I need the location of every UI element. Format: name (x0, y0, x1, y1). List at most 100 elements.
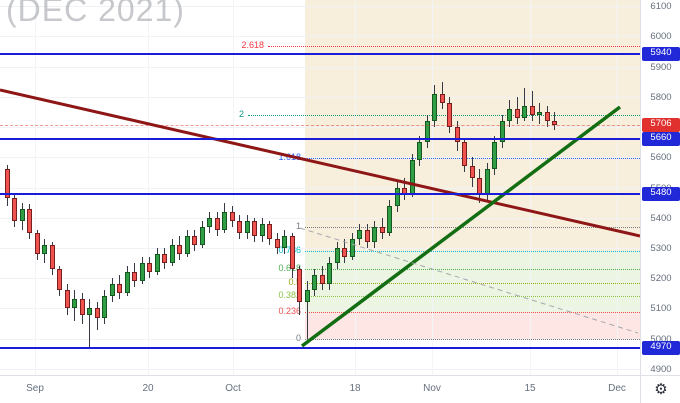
v-gridline (35, 0, 36, 375)
candle-body (102, 296, 107, 318)
settings-gear-icon[interactable]: ⚙ (654, 381, 668, 398)
fib-level-label: 0.5 (288, 276, 301, 287)
fib-level-label: 2 (238, 108, 244, 119)
candle-body (230, 211, 235, 221)
candle-body (20, 208, 25, 221)
price-axis-label: 5300 (650, 242, 672, 254)
candle-body (305, 290, 310, 303)
h-gridline (0, 66, 640, 68)
time-axis-label: Nov (423, 383, 441, 394)
candle-body (162, 254, 167, 264)
candle-body (117, 284, 122, 294)
v-gridline (530, 0, 531, 375)
candle-body (140, 263, 145, 282)
fib-level-label: 0.618 (245, 263, 301, 273)
candle-body (42, 244, 47, 255)
candle-body (530, 105, 535, 115)
candle-body (95, 308, 100, 318)
horizontal-price-line[interactable] (0, 138, 640, 141)
candle-body (35, 232, 40, 255)
fib-level-label: 0 (295, 332, 301, 343)
candle-body (537, 111, 542, 115)
price-axis-label: 5200 (650, 273, 672, 285)
candle-body (215, 217, 220, 230)
candle-body (27, 208, 32, 233)
candle-body (110, 284, 115, 297)
horizontal-price-line[interactable] (0, 192, 640, 195)
h-gridline (0, 247, 640, 249)
fib-level-line[interactable] (305, 338, 640, 340)
price-badge: 4970 (642, 340, 680, 355)
price-axis-label: 5800 (650, 91, 672, 103)
fib-level-line[interactable] (248, 114, 640, 116)
fib-level-label: 0.382 (278, 290, 301, 301)
price-axis-label: 5900 (650, 61, 672, 73)
horizontal-price-line[interactable] (0, 346, 640, 349)
time-axis-label: 20 (142, 383, 154, 394)
candle-body (312, 275, 317, 291)
v-gridline (432, 0, 433, 375)
v-gridline (233, 0, 234, 375)
candle-body (410, 160, 415, 194)
candle-body (252, 220, 257, 236)
candle-body (522, 105, 527, 118)
fib-level-label: 0.236 (278, 306, 301, 317)
candle-body (57, 269, 62, 291)
candle-body (155, 254, 160, 273)
price-axis[interactable]: 6100600059005800570056005500540053005200… (640, 0, 680, 375)
fib-level-line[interactable] (305, 226, 640, 228)
price-axis-label: 6100 (650, 1, 672, 13)
candle-body (222, 211, 227, 230)
watermark-title: (DEC 2021) (6, 0, 185, 28)
candle-body (327, 263, 332, 285)
fib-level-line[interactable] (305, 312, 640, 314)
candle-body (192, 235, 197, 245)
h-gridline (0, 6, 640, 8)
time-axis-label: 18 (349, 383, 361, 394)
candle-body (350, 238, 355, 258)
price-badge: 5480 (642, 186, 680, 201)
candle-body (372, 226, 377, 242)
fib-level-label: 1.618 (278, 151, 301, 162)
price-axis-label: 5000 (650, 333, 672, 345)
price-axis-label: 6000 (650, 31, 672, 43)
candle-body (290, 235, 295, 270)
candle-body (432, 93, 437, 121)
candle-body (485, 169, 490, 194)
candle-body (342, 247, 347, 258)
price-axis-label: 5600 (650, 152, 672, 164)
candle-body (492, 142, 497, 170)
price-badge: 5706 (642, 118, 680, 133)
candle-body (380, 226, 385, 233)
axis-corner: ⚙ (640, 375, 680, 403)
time-axis[interactable]: Sep 20 Oct 18 Nov 15 Dec (0, 375, 640, 403)
candle-body (365, 229, 370, 242)
candle-body (417, 142, 422, 161)
candle-body (65, 290, 70, 309)
candle-body (275, 238, 280, 248)
fib-level-line[interactable] (305, 282, 640, 284)
candle-body (87, 308, 92, 315)
horizontal-price-line[interactable] (0, 53, 640, 56)
fib-level-line[interactable] (305, 296, 640, 298)
candle-wick (89, 299, 90, 348)
fib-level-line[interactable] (268, 45, 640, 47)
candle-body (12, 198, 17, 221)
candle-body (470, 166, 475, 179)
candle-body (507, 108, 512, 121)
time-axis-label: 15 (524, 383, 536, 394)
candle-body (200, 226, 205, 245)
candle-body (515, 108, 520, 118)
h-gridline (0, 187, 640, 189)
price-axis-label: 5400 (650, 212, 672, 224)
fib-level-line[interactable] (305, 250, 640, 252)
candle-body (447, 102, 452, 127)
time-axis-label: Oct (225, 383, 241, 394)
price-axis-label: 4900 (650, 363, 672, 375)
candle-body (462, 142, 467, 167)
candle-body (335, 247, 340, 264)
chart-canvas[interactable]: (DEC 2021) 2.61821.61810.7860.6180.50.38… (0, 0, 640, 375)
fib-level-line[interactable] (305, 269, 640, 271)
candle-body (245, 220, 250, 233)
